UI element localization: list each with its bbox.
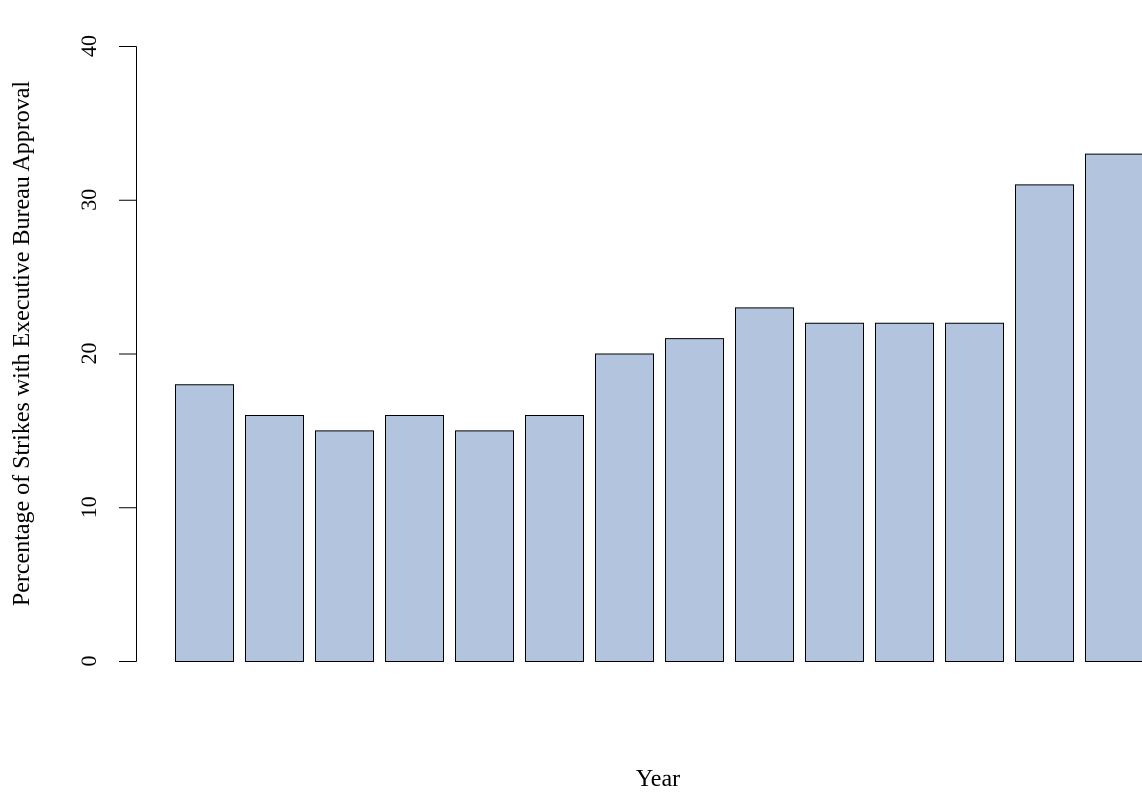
bars-group <box>175 153 1142 662</box>
x-axis-title: Year <box>636 766 680 792</box>
y-tick-label-0: 0 <box>76 656 101 667</box>
bar-2 <box>245 415 304 662</box>
bar-12 <box>945 322 1004 662</box>
bar-3 <box>315 430 374 662</box>
bar-10 <box>805 322 864 662</box>
y-tick-label-20: 20 <box>76 343 101 365</box>
bar-4 <box>385 415 444 662</box>
y-tick-label-30: 30 <box>76 189 101 211</box>
y-tick-label-10: 10 <box>76 496 101 518</box>
bar-9 <box>735 307 794 662</box>
bar-7 <box>595 353 654 662</box>
y-tick-label-40: 40 <box>76 35 101 57</box>
bar-8 <box>665 338 724 662</box>
bar-13 <box>1015 184 1074 662</box>
bar-5 <box>455 430 514 662</box>
bar-11 <box>875 322 934 662</box>
y-axis-title: Percentage of Strikes with Executive Bur… <box>9 81 35 607</box>
bar-1 <box>175 384 234 662</box>
bar-14 <box>1085 153 1142 662</box>
bar-6 <box>525 415 584 662</box>
y-ticks: 0 10 20 30 40 <box>76 35 137 667</box>
y-axis: 0 10 20 30 40 <box>76 35 137 667</box>
